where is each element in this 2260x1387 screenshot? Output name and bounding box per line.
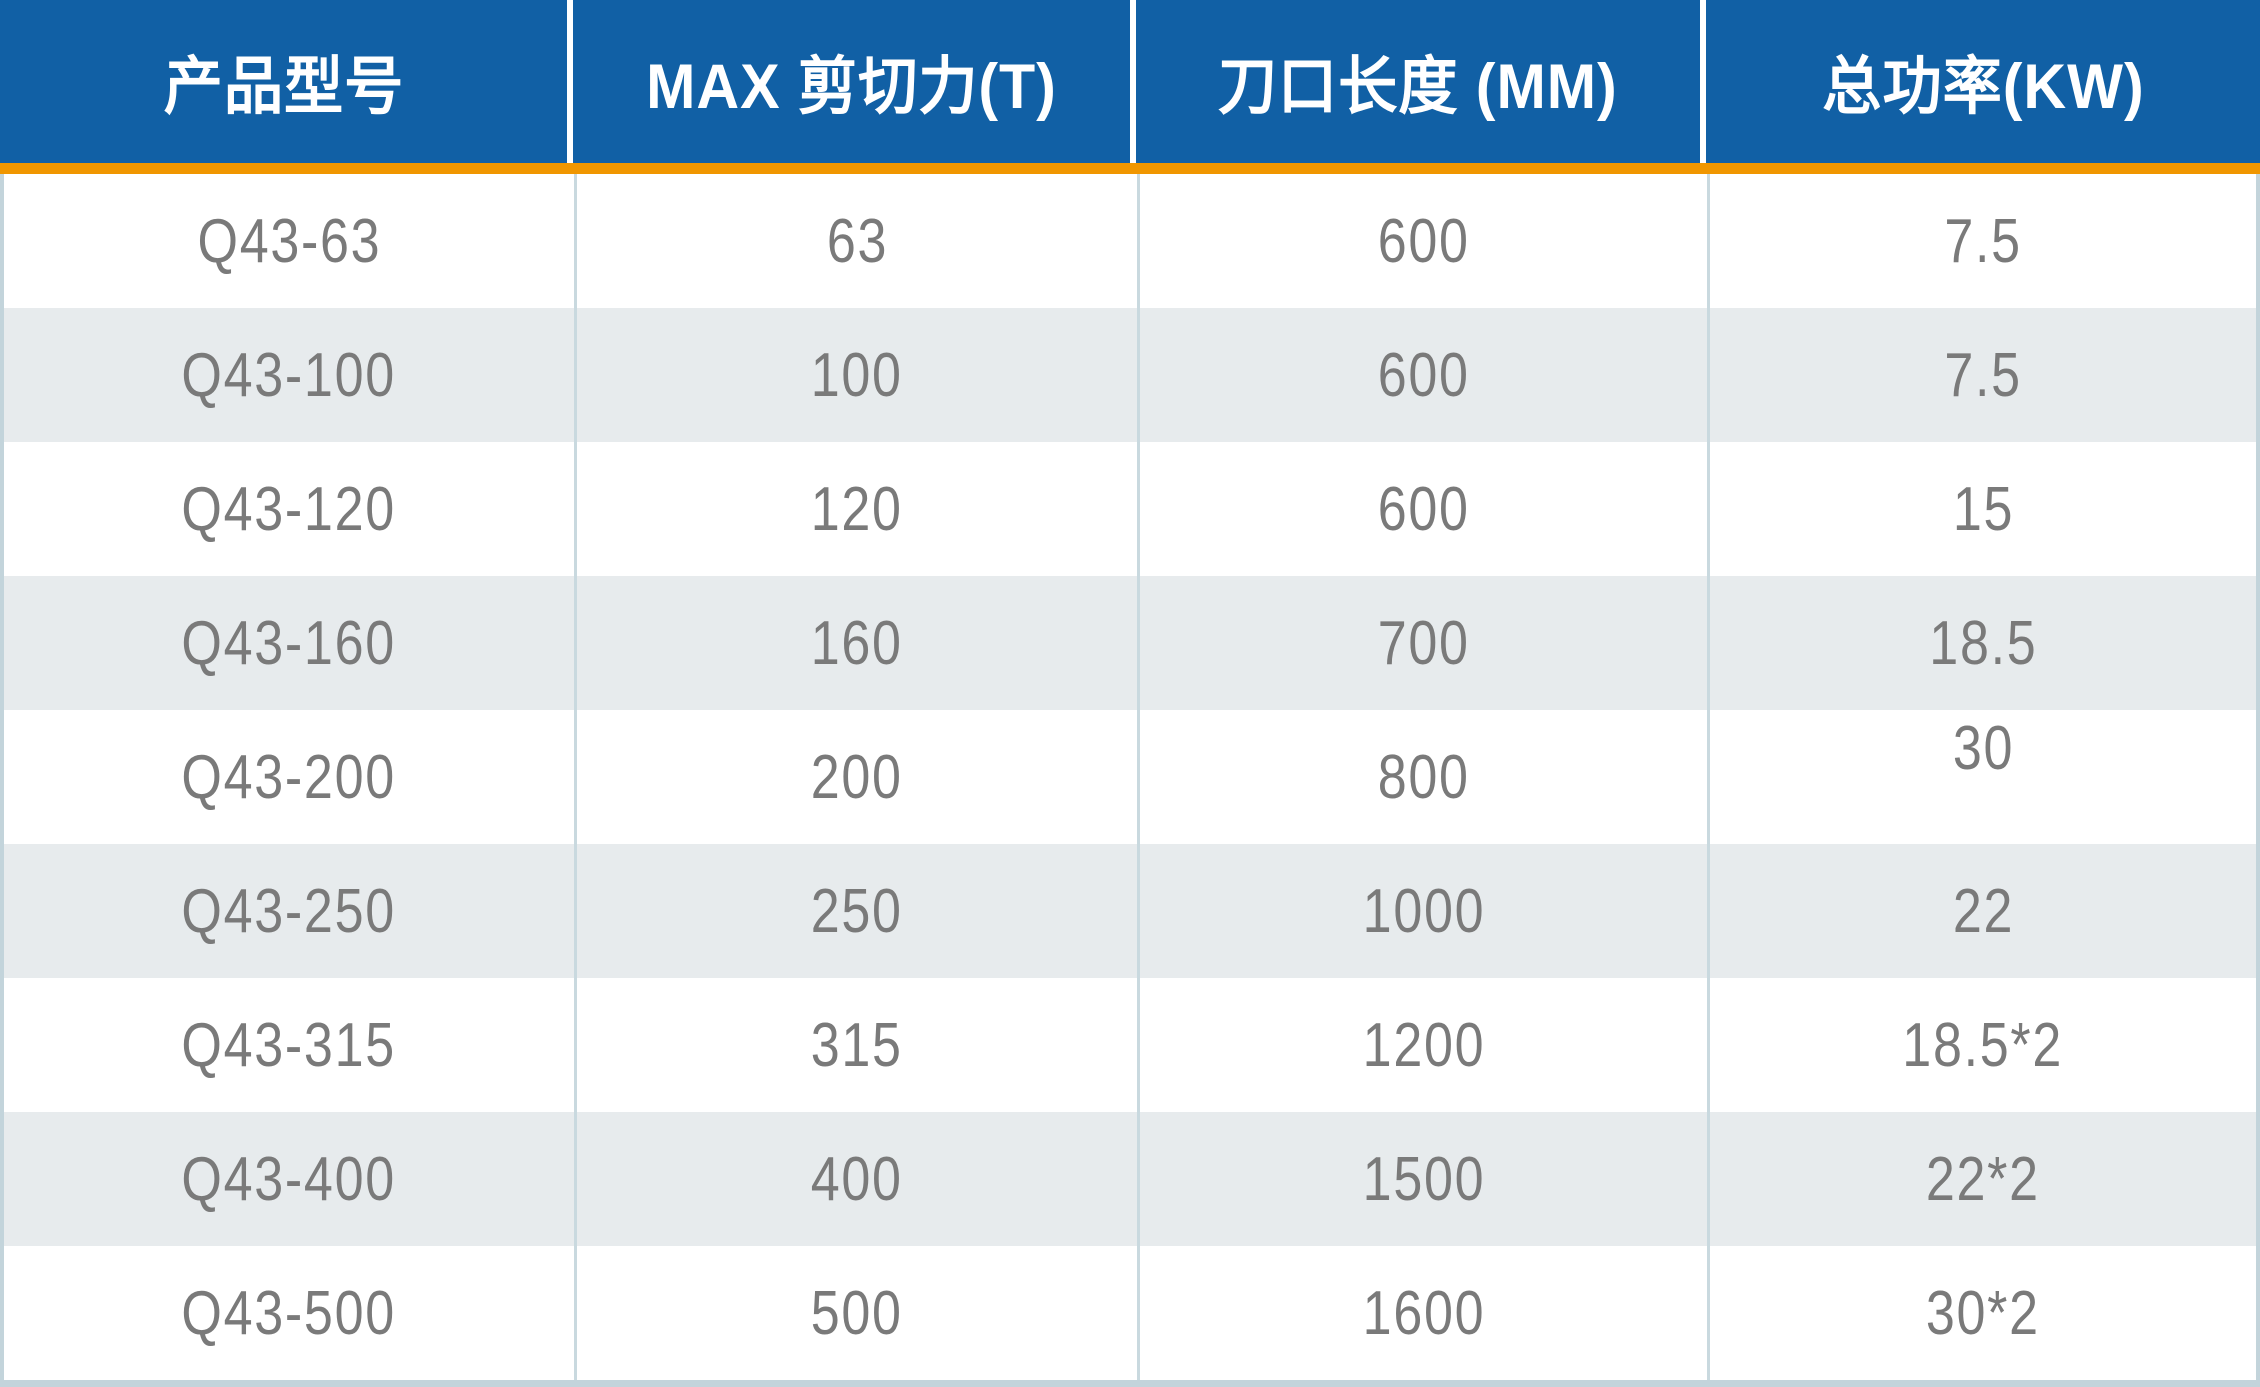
max-shear-t-cell: 200 (574, 710, 1137, 844)
cell-text: 22 (1952, 876, 2014, 946)
cell-text: 500 (811, 1278, 903, 1348)
cell-text: 315 (811, 1010, 903, 1080)
table-header-row: 产品型号 MAX 剪切力(T) 刀口长度 (MM) 总功率(KW) (0, 0, 2260, 163)
header-label-total-power: 总功率(KW) (1821, 52, 2145, 122)
blade-length-mm-cell: 600 (1137, 174, 1707, 308)
cell-text: 120 (811, 474, 903, 544)
header-cell-model: 产品型号 (0, 0, 567, 163)
max-shear-t-cell: 160 (574, 576, 1137, 710)
cell-text: Q43-100 (181, 340, 397, 410)
cell-text: 200 (811, 742, 903, 812)
model-cell: Q43-120 (4, 442, 574, 576)
header-label-blade-length: 刀口长度 (MM) (1218, 52, 1618, 122)
total-power-kw-cell: 22 (1707, 844, 2256, 978)
total-power-kw-cell: 30*2 (1707, 1246, 2256, 1380)
header-label-max-shear: MAX 剪切力(T) (646, 52, 1057, 122)
cell-text: Q43-400 (181, 1144, 397, 1214)
table-row: Q43-63 63 600 7.5 (4, 174, 2256, 308)
cell-text: 18.5 (1928, 608, 2038, 678)
table-row: Q43-160 160 700 18.5 (4, 576, 2256, 710)
table-row: Q43-100 100 600 7.5 (4, 308, 2256, 442)
cell-text: 700 (1377, 608, 1470, 678)
cell-text: Q43-63 (197, 206, 381, 276)
cell-text: 600 (1377, 206, 1470, 276)
cell-text: 800 (1377, 742, 1470, 812)
total-power-kw-cell: 22*2 (1707, 1112, 2256, 1246)
cell-text: Q43-315 (181, 1010, 397, 1080)
blade-length-mm-cell: 600 (1137, 442, 1707, 576)
table-row: Q43-120 120 600 15 (4, 442, 2256, 576)
cell-text: 15 (1952, 474, 2014, 544)
blade-length-mm-cell: 1000 (1137, 844, 1707, 978)
model-cell: Q43-250 (4, 844, 574, 978)
header-cell-blade-length: 刀口长度 (MM) (1136, 0, 1700, 163)
blade-length-mm-cell: 1500 (1137, 1112, 1707, 1246)
cell-text: Q43-160 (181, 608, 397, 678)
cell-text: Q43-500 (181, 1278, 397, 1348)
total-power-kw-cell: 7.5 (1707, 174, 2256, 308)
max-shear-t-cell: 100 (574, 308, 1137, 442)
table-row: Q43-400 400 1500 22*2 (4, 1112, 2256, 1246)
cell-text: 100 (811, 340, 903, 410)
table-body: Q43-63 63 600 7.5 Q43-100 100 600 7.5 Q43-120 120… (0, 174, 2260, 1387)
total-power-kw-cell: 18.5 (1707, 576, 2256, 710)
blade-length-mm-cell: 1600 (1137, 1246, 1707, 1380)
cell-text: 63 (826, 206, 888, 276)
max-shear-t-cell: 63 (574, 174, 1137, 308)
model-cell: Q43-500 (4, 1246, 574, 1380)
table-row: Q43-200 200 800 30 (4, 710, 2256, 844)
cell-text: 600 (1377, 340, 1470, 410)
max-shear-t-cell: 120 (574, 442, 1137, 576)
cell-text: 600 (1377, 474, 1470, 544)
header-cell-total-power: 总功率(KW) (1706, 0, 2260, 163)
cell-text: 30 (1952, 714, 2014, 783)
model-cell: Q43-315 (4, 978, 574, 1112)
cell-text: 160 (811, 608, 903, 678)
cell-text: 18.5*2 (1902, 1010, 2064, 1080)
table-row: Q43-500 500 1600 30*2 (4, 1246, 2256, 1380)
cell-text: 1200 (1362, 1010, 1485, 1080)
table-row: Q43-250 250 1000 22 (4, 844, 2256, 978)
cell-text: 400 (811, 1144, 903, 1214)
model-cell: Q43-160 (4, 576, 574, 710)
cell-text: 7.5 (1944, 340, 2022, 410)
blade-length-mm-cell: 700 (1137, 576, 1707, 710)
max-shear-t-cell: 250 (574, 844, 1137, 978)
cell-text: 7.5 (1944, 206, 2022, 276)
cell-text: Q43-250 (181, 876, 397, 946)
table-row: Q43-315 315 1200 18.5*2 (4, 978, 2256, 1112)
blade-length-mm-cell: 1200 (1137, 978, 1707, 1112)
cell-text: 30*2 (1926, 1278, 2040, 1348)
header-label-model: 产品型号 (163, 52, 404, 122)
model-cell: Q43-400 (4, 1112, 574, 1246)
max-shear-t-cell: 400 (574, 1112, 1137, 1246)
cell-text: 1000 (1362, 876, 1485, 946)
max-shear-t-cell: 500 (574, 1246, 1137, 1380)
model-cell: Q43-63 (4, 174, 574, 308)
header-cell-max-shear: MAX 剪切力(T) (573, 0, 1130, 163)
model-cell: Q43-100 (4, 308, 574, 442)
total-power-kw-cell: 18.5*2 (1707, 978, 2256, 1112)
blade-length-mm-cell: 600 (1137, 308, 1707, 442)
total-power-kw-cell: 30 (1707, 710, 2256, 844)
cell-text: 250 (811, 876, 903, 946)
cell-text: Q43-120 (181, 474, 397, 544)
blade-length-mm-cell: 800 (1137, 710, 1707, 844)
cell-text: 22*2 (1926, 1144, 2040, 1214)
accent-divider (0, 163, 2260, 174)
total-power-kw-cell: 7.5 (1707, 308, 2256, 442)
total-power-kw-cell: 15 (1707, 442, 2256, 576)
model-cell: Q43-200 (4, 710, 574, 844)
cell-text: 1600 (1362, 1278, 1485, 1348)
max-shear-t-cell: 315 (574, 978, 1137, 1112)
cell-text: Q43-200 (181, 742, 397, 812)
cell-text: 1500 (1362, 1144, 1485, 1214)
